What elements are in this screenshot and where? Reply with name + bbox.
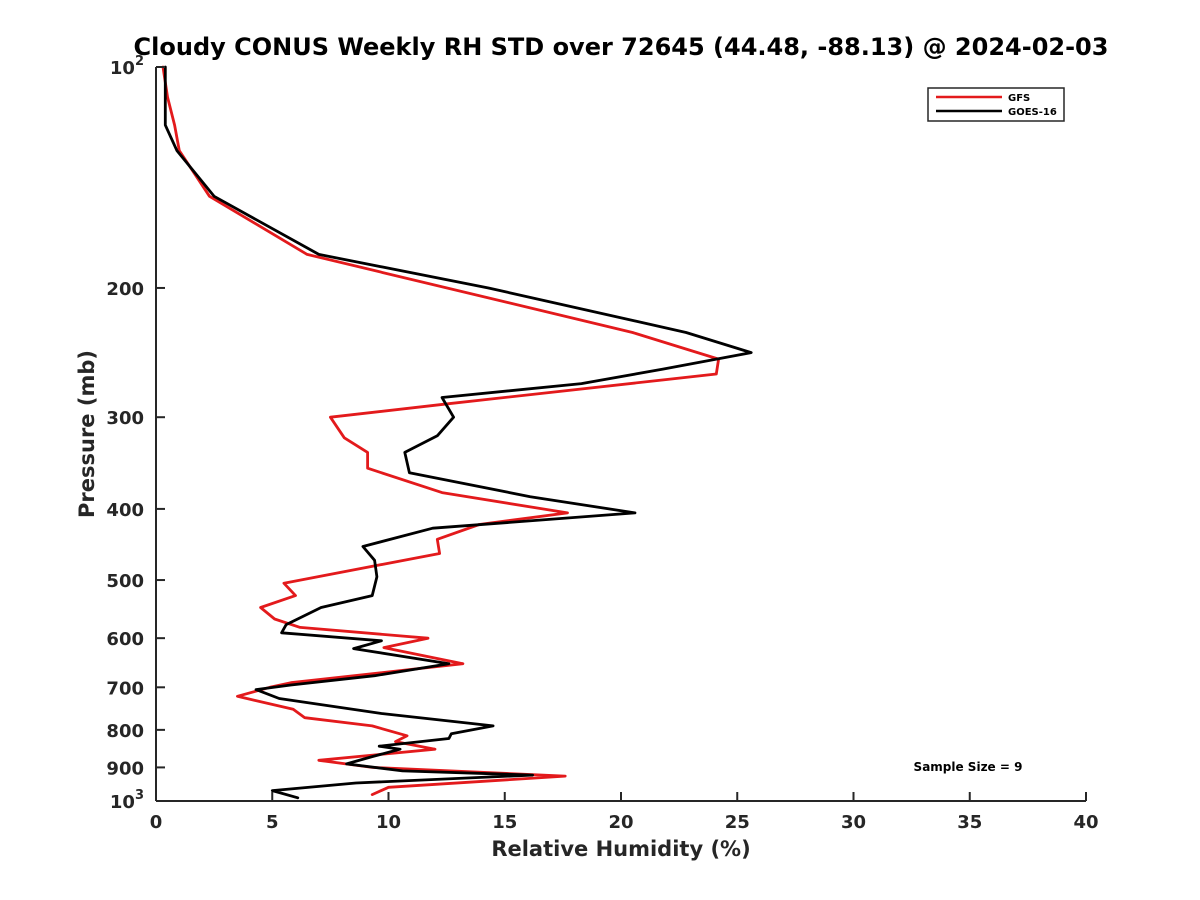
x-tick-label: 20 [608,812,633,833]
y-tick-label: 700 [106,678,144,699]
y-tick-label: 600 [106,629,144,650]
y-tick-layer: 102 200 300 400 500 600 700 800 900 103 [106,54,165,813]
y-tick-label: 102 [110,54,144,79]
series-line-goes-16 [163,65,753,800]
x-tick-label: 10 [376,812,401,833]
x-tick-label: 30 [841,812,866,833]
y-tick-label: 900 [106,758,144,779]
y-tick-label: 400 [106,500,144,521]
legend: GFS GOES-16 [927,87,1065,122]
legend-label-gfs: GFS [1008,93,1030,104]
x-tick-label: 0 [150,812,163,833]
legend-box [927,87,1065,122]
x-tick-label: 40 [1073,812,1098,833]
x-tick-label: 15 [492,812,517,833]
series-layer [161,65,753,800]
chart-title: Cloudy CONUS Weekly RH STD over 72645 (4… [134,33,1109,61]
y-tick-label: 500 [106,571,144,592]
y-tick-label: 300 [106,408,144,429]
axes-layer [155,67,1086,802]
x-axis-label: Relative Humidity (%) [491,837,750,861]
sample-size-annotation: Sample Size = 9 [914,760,1023,774]
x-tick-label: 5 [266,812,279,833]
x-tick-layer: 0 5 10 15 20 25 30 35 40 [150,792,1099,833]
x-tick-label: 35 [957,812,982,833]
y-tick-label: 200 [106,279,144,300]
y-tick-label: 103 [110,788,144,813]
y-axis-label: Pressure (mb) [75,350,99,518]
y-tick-label: 800 [106,721,144,742]
x-tick-label: 25 [725,812,750,833]
series-line-gfs [161,65,720,796]
legend-label-goes16: GOES-16 [1008,107,1057,118]
